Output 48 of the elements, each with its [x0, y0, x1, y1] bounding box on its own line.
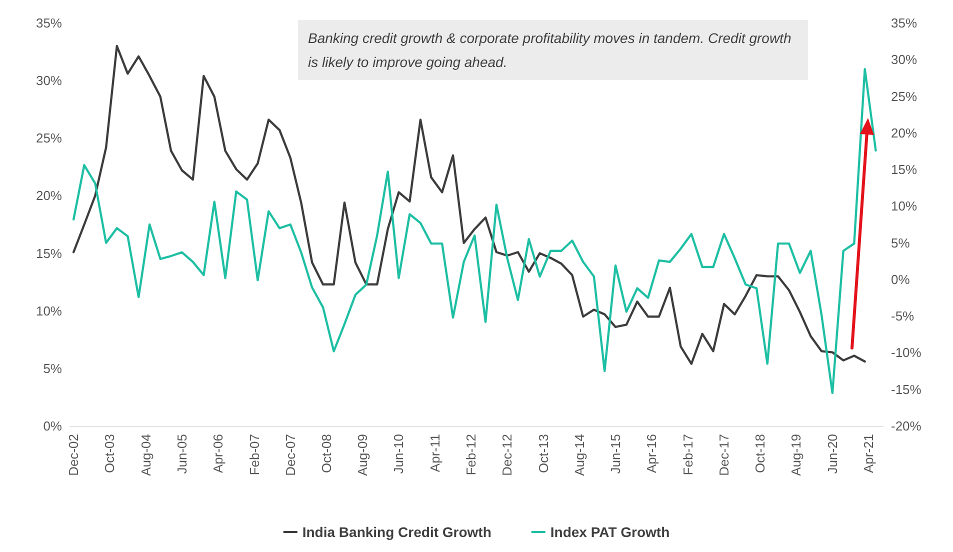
y2-tick-label: 5%: [891, 235, 910, 250]
x-tick-label: Aug-14: [572, 434, 587, 476]
x-tick-label: Aug-09: [355, 434, 370, 476]
x-tick-label: Apr-16: [644, 434, 660, 474]
x-tick-label: Jun-20: [824, 434, 840, 474]
y2-tick-label: -5%: [891, 308, 915, 324]
y2-tick-label: 30%: [891, 52, 918, 68]
legend-label: Index PAT Growth: [550, 524, 670, 540]
x-tick-label: Apr-06: [210, 434, 226, 474]
x-tick-label: Apr-21: [861, 434, 876, 474]
legend-label: India Banking Credit Growth: [302, 524, 492, 540]
y2-tick-label: -15%: [891, 382, 922, 397]
y-tick-label: 20%: [36, 188, 62, 204]
y-tick-label: 15%: [36, 246, 62, 261]
x-tick-label: Feb-12: [464, 434, 479, 476]
y2-tick-label: 35%: [891, 16, 918, 30]
line-series: [72, 68, 877, 394]
y-tick-label: 5%: [43, 360, 62, 376]
x-tick-label: Oct-18: [752, 434, 768, 474]
x-tick-label: Aug-19: [788, 434, 804, 476]
x-tick-label: Aug-04: [138, 434, 154, 476]
x-tick-label: Jun-15: [608, 434, 624, 474]
x-tick-label: Dec-02: [66, 434, 82, 476]
x-tick-label: Jun-05: [174, 434, 190, 474]
y2-tick-label: -10%: [891, 345, 922, 360]
y2-tick-label: 0%: [891, 272, 910, 287]
y-tick-label: 25%: [36, 130, 62, 146]
line-series: [72, 44, 866, 365]
x-tick-label: Apr-11: [427, 434, 442, 472]
x-tick-label: Oct-03: [102, 434, 118, 474]
x-tick-label: Feb-17: [680, 434, 696, 476]
x-tick-label: Jun-10: [391, 434, 406, 474]
y-tick-label: 0%: [43, 418, 62, 434]
y2-tick-label: 15%: [891, 162, 918, 178]
x-tick-label: Oct-08: [319, 434, 334, 474]
y2-tick-label: 25%: [891, 88, 918, 104]
y-tick-label: 35%: [36, 16, 62, 30]
x-tick-label: Feb-07: [246, 434, 262, 476]
x-tick-label: Oct-13: [536, 434, 551, 474]
y2-tick-label: -20%: [891, 418, 922, 434]
y-tick-label: 30%: [36, 73, 62, 88]
x-tick-label: Dec-17: [716, 434, 732, 476]
y2-tick-label: 10%: [891, 198, 918, 214]
y-tick-label: 10%: [36, 303, 62, 318]
annotation: Banking credit growth & corporate profitability moves in tandem. Credit growth is likely to improve going ahead.: [308, 30, 796, 70]
y2-tick-label: 20%: [891, 125, 918, 140]
x-tick-label: Dec-07: [282, 434, 298, 476]
x-tick-label: Dec-12: [500, 434, 515, 476]
